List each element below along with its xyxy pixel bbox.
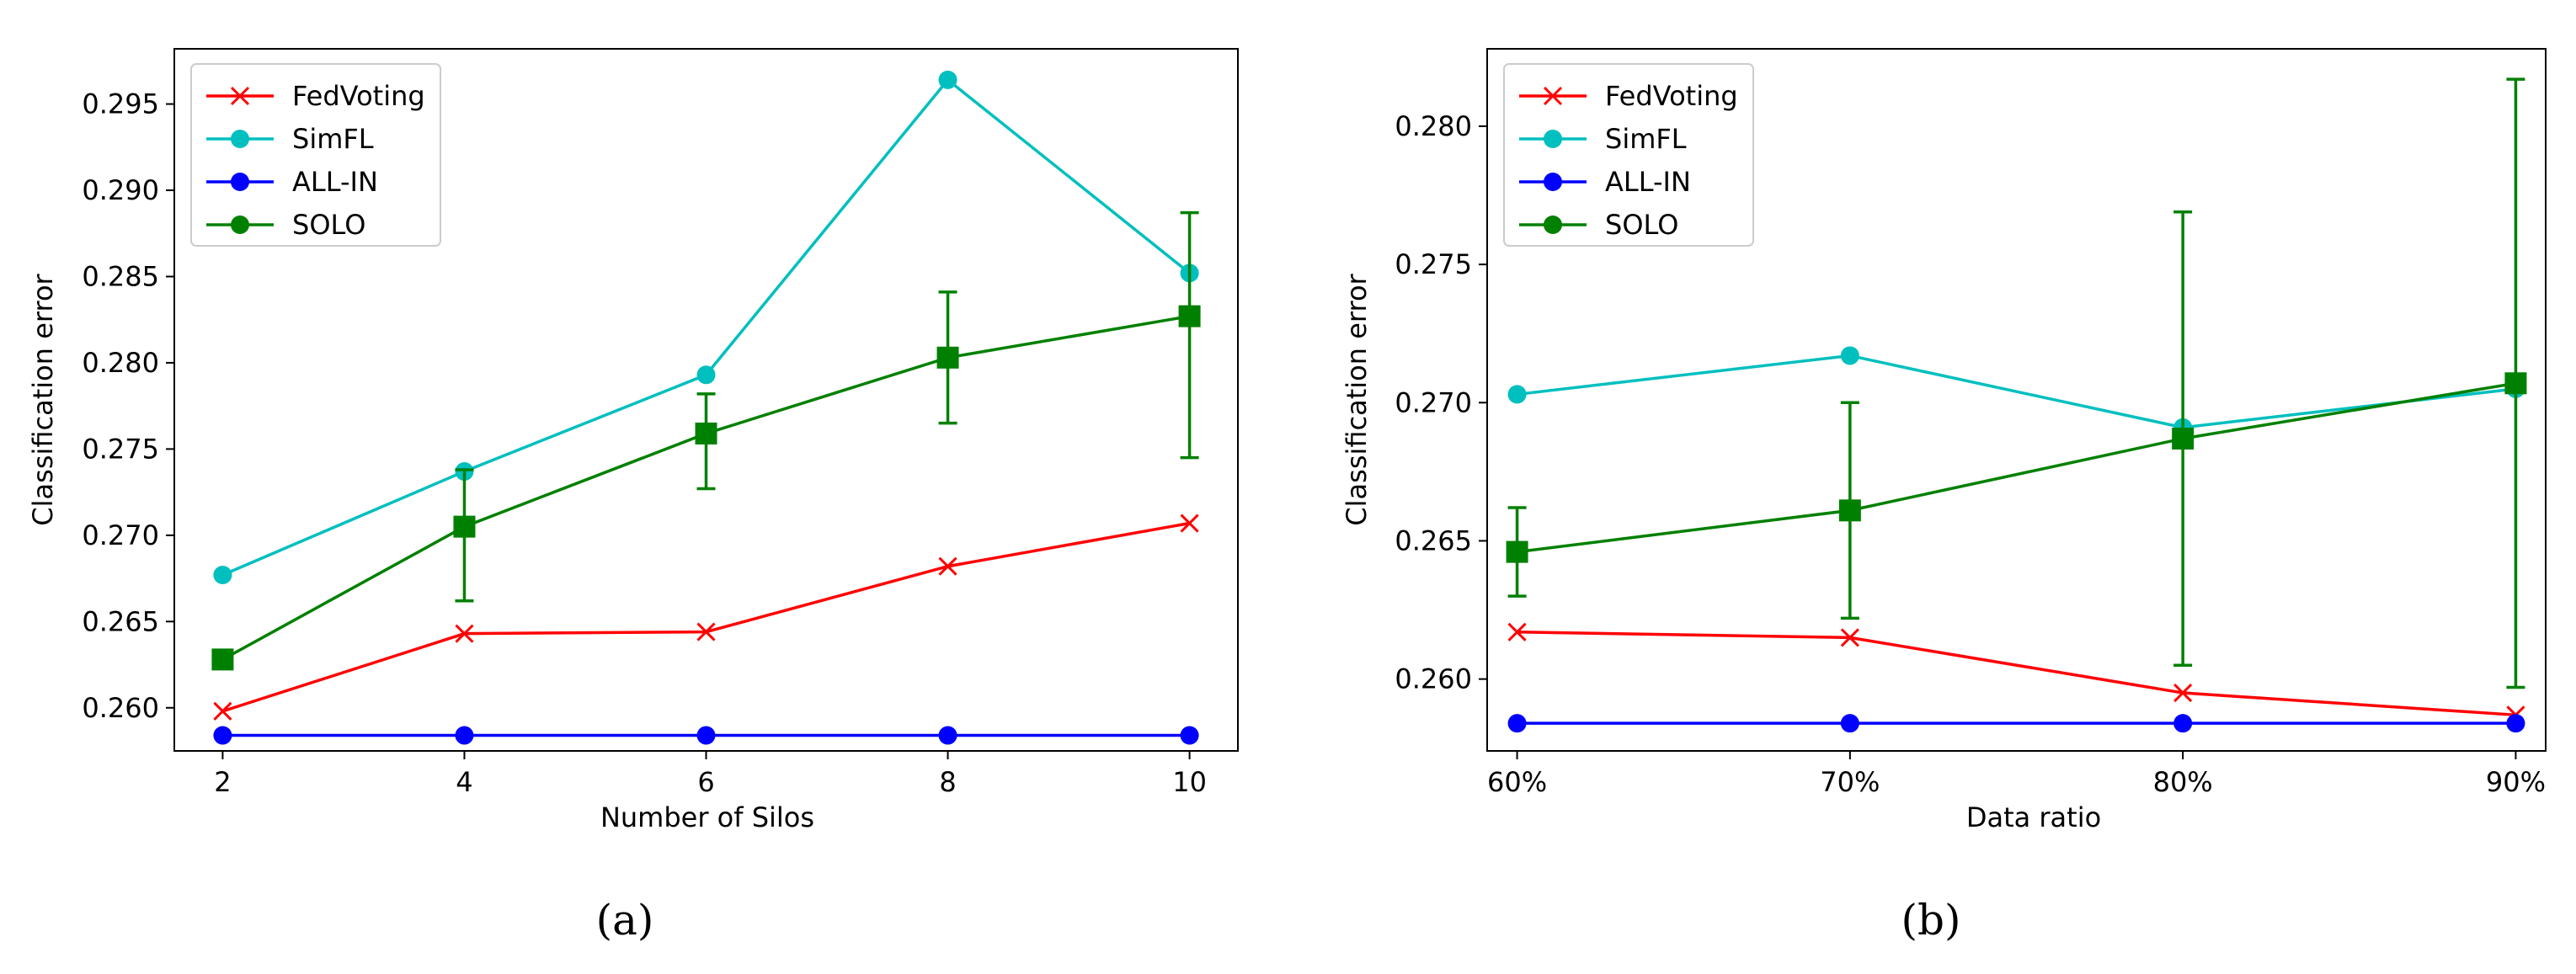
x-axis-label-a: Number of Silos xyxy=(600,801,814,833)
caption-b: (b) xyxy=(1901,896,1960,945)
series-all-in-a xyxy=(213,726,1199,745)
legend-marker xyxy=(230,86,250,106)
legend-marker xyxy=(1544,130,1562,148)
y-tick-label-b: 0.260 xyxy=(1395,663,1472,695)
legend-label: SimFL xyxy=(1605,123,1687,155)
y-tick-label-b: 0.265 xyxy=(1395,524,1472,556)
legend-label: ALL-IN xyxy=(292,166,378,198)
series-all-in-b xyxy=(1507,714,2525,733)
data-point xyxy=(1840,628,1859,647)
x-tick-label-a: 2 xyxy=(214,766,231,798)
x-tick-label-a: 8 xyxy=(939,766,956,798)
data-point-square xyxy=(211,648,234,671)
chart-b: Data ratio Classification error (b) 0.26… xyxy=(1341,48,2547,945)
y-tick-label-a: 0.290 xyxy=(82,174,159,206)
data-point xyxy=(1507,714,1527,733)
data-point xyxy=(1180,726,1199,745)
y-tick-label-b: 0.270 xyxy=(1395,386,1472,418)
y-tick-label-a: 0.275 xyxy=(82,433,159,465)
series-solo-a xyxy=(211,210,1201,671)
data-point-square xyxy=(453,515,476,538)
series-line xyxy=(1517,381,2516,554)
data-point xyxy=(213,565,232,584)
x-axis-label-b: Data ratio xyxy=(1966,801,2101,833)
legend-a xyxy=(190,63,441,247)
legend-marker xyxy=(1544,173,1562,191)
series-fedvoting-a xyxy=(213,514,1199,721)
legend-label: SimFL xyxy=(292,123,374,155)
data-point xyxy=(2173,714,2193,733)
data-point-square xyxy=(1506,540,1528,563)
legend-label: SOLO xyxy=(1605,209,1678,241)
data-point-square xyxy=(2172,427,2195,450)
data-point-square xyxy=(936,346,959,369)
x-tick-label-b: 80% xyxy=(2153,766,2213,798)
x-tick-label-b: 60% xyxy=(1487,766,1547,798)
data-point xyxy=(213,726,232,745)
x-tick-label-b: 90% xyxy=(2486,766,2546,798)
data-point-square xyxy=(695,422,717,444)
y-tick-label-b: 0.275 xyxy=(1395,248,1472,280)
y-tick-label-a: 0.260 xyxy=(82,692,159,724)
legend-b xyxy=(1503,63,1754,247)
legend-marker xyxy=(231,130,249,148)
data-point xyxy=(696,622,716,641)
data-point xyxy=(455,726,474,745)
chart-a: Number of Silos Classification error (a)… xyxy=(27,48,1239,945)
legend-label: FedVoting xyxy=(1605,80,1738,112)
series-fedvoting-b xyxy=(1507,622,2525,725)
y-tick-label-a: 0.295 xyxy=(82,88,159,120)
x-tick-label-a: 6 xyxy=(697,766,714,798)
data-point xyxy=(938,726,957,745)
x-tick-label-b: 70% xyxy=(1820,766,1880,798)
series-simfl-b xyxy=(1507,346,2525,437)
y-tick-label-a: 0.265 xyxy=(82,605,159,637)
y-tick-label-a: 0.285 xyxy=(82,260,159,292)
data-point xyxy=(696,365,716,385)
legend-marker xyxy=(1543,86,1563,106)
y-axis-label-b: Classification error xyxy=(1341,273,1373,525)
series-solo-b xyxy=(1506,77,2527,689)
series-line xyxy=(221,521,1190,713)
data-point xyxy=(938,70,957,89)
data-point xyxy=(1507,622,1527,641)
data-point xyxy=(1180,514,1199,533)
data-point-square xyxy=(1178,305,1201,327)
data-point-square xyxy=(1838,499,1861,522)
data-point xyxy=(1507,385,1527,404)
series-line xyxy=(1517,631,2516,717)
legend-marker xyxy=(1544,216,1562,234)
data-point xyxy=(2173,683,2193,703)
caption-a: (a) xyxy=(596,896,654,945)
y-tick-label-a: 0.280 xyxy=(82,347,159,379)
plot-frame-b xyxy=(1486,48,2547,752)
y-tick-label-a: 0.270 xyxy=(82,519,159,551)
y-tick-label-b: 0.280 xyxy=(1395,110,1472,142)
legend-label: SOLO xyxy=(292,209,365,241)
legend-label: ALL-IN xyxy=(1605,166,1691,198)
series-line xyxy=(1517,354,2516,429)
legend-marker xyxy=(231,173,249,191)
data-point-square xyxy=(2504,372,2527,395)
data-point xyxy=(938,556,957,576)
data-point xyxy=(455,624,474,643)
data-point xyxy=(696,726,716,745)
series-simfl-a xyxy=(213,70,1199,584)
y-axis-label-a: Classification error xyxy=(27,273,59,525)
legend-marker xyxy=(231,216,249,234)
data-point xyxy=(2506,714,2525,733)
x-tick-label-a: 4 xyxy=(456,766,472,798)
x-tick-label-a: 10 xyxy=(1172,766,1207,798)
data-point xyxy=(1840,346,1859,365)
data-point xyxy=(1840,714,1859,733)
legend-label: FedVoting xyxy=(292,80,425,112)
data-point xyxy=(213,701,232,721)
